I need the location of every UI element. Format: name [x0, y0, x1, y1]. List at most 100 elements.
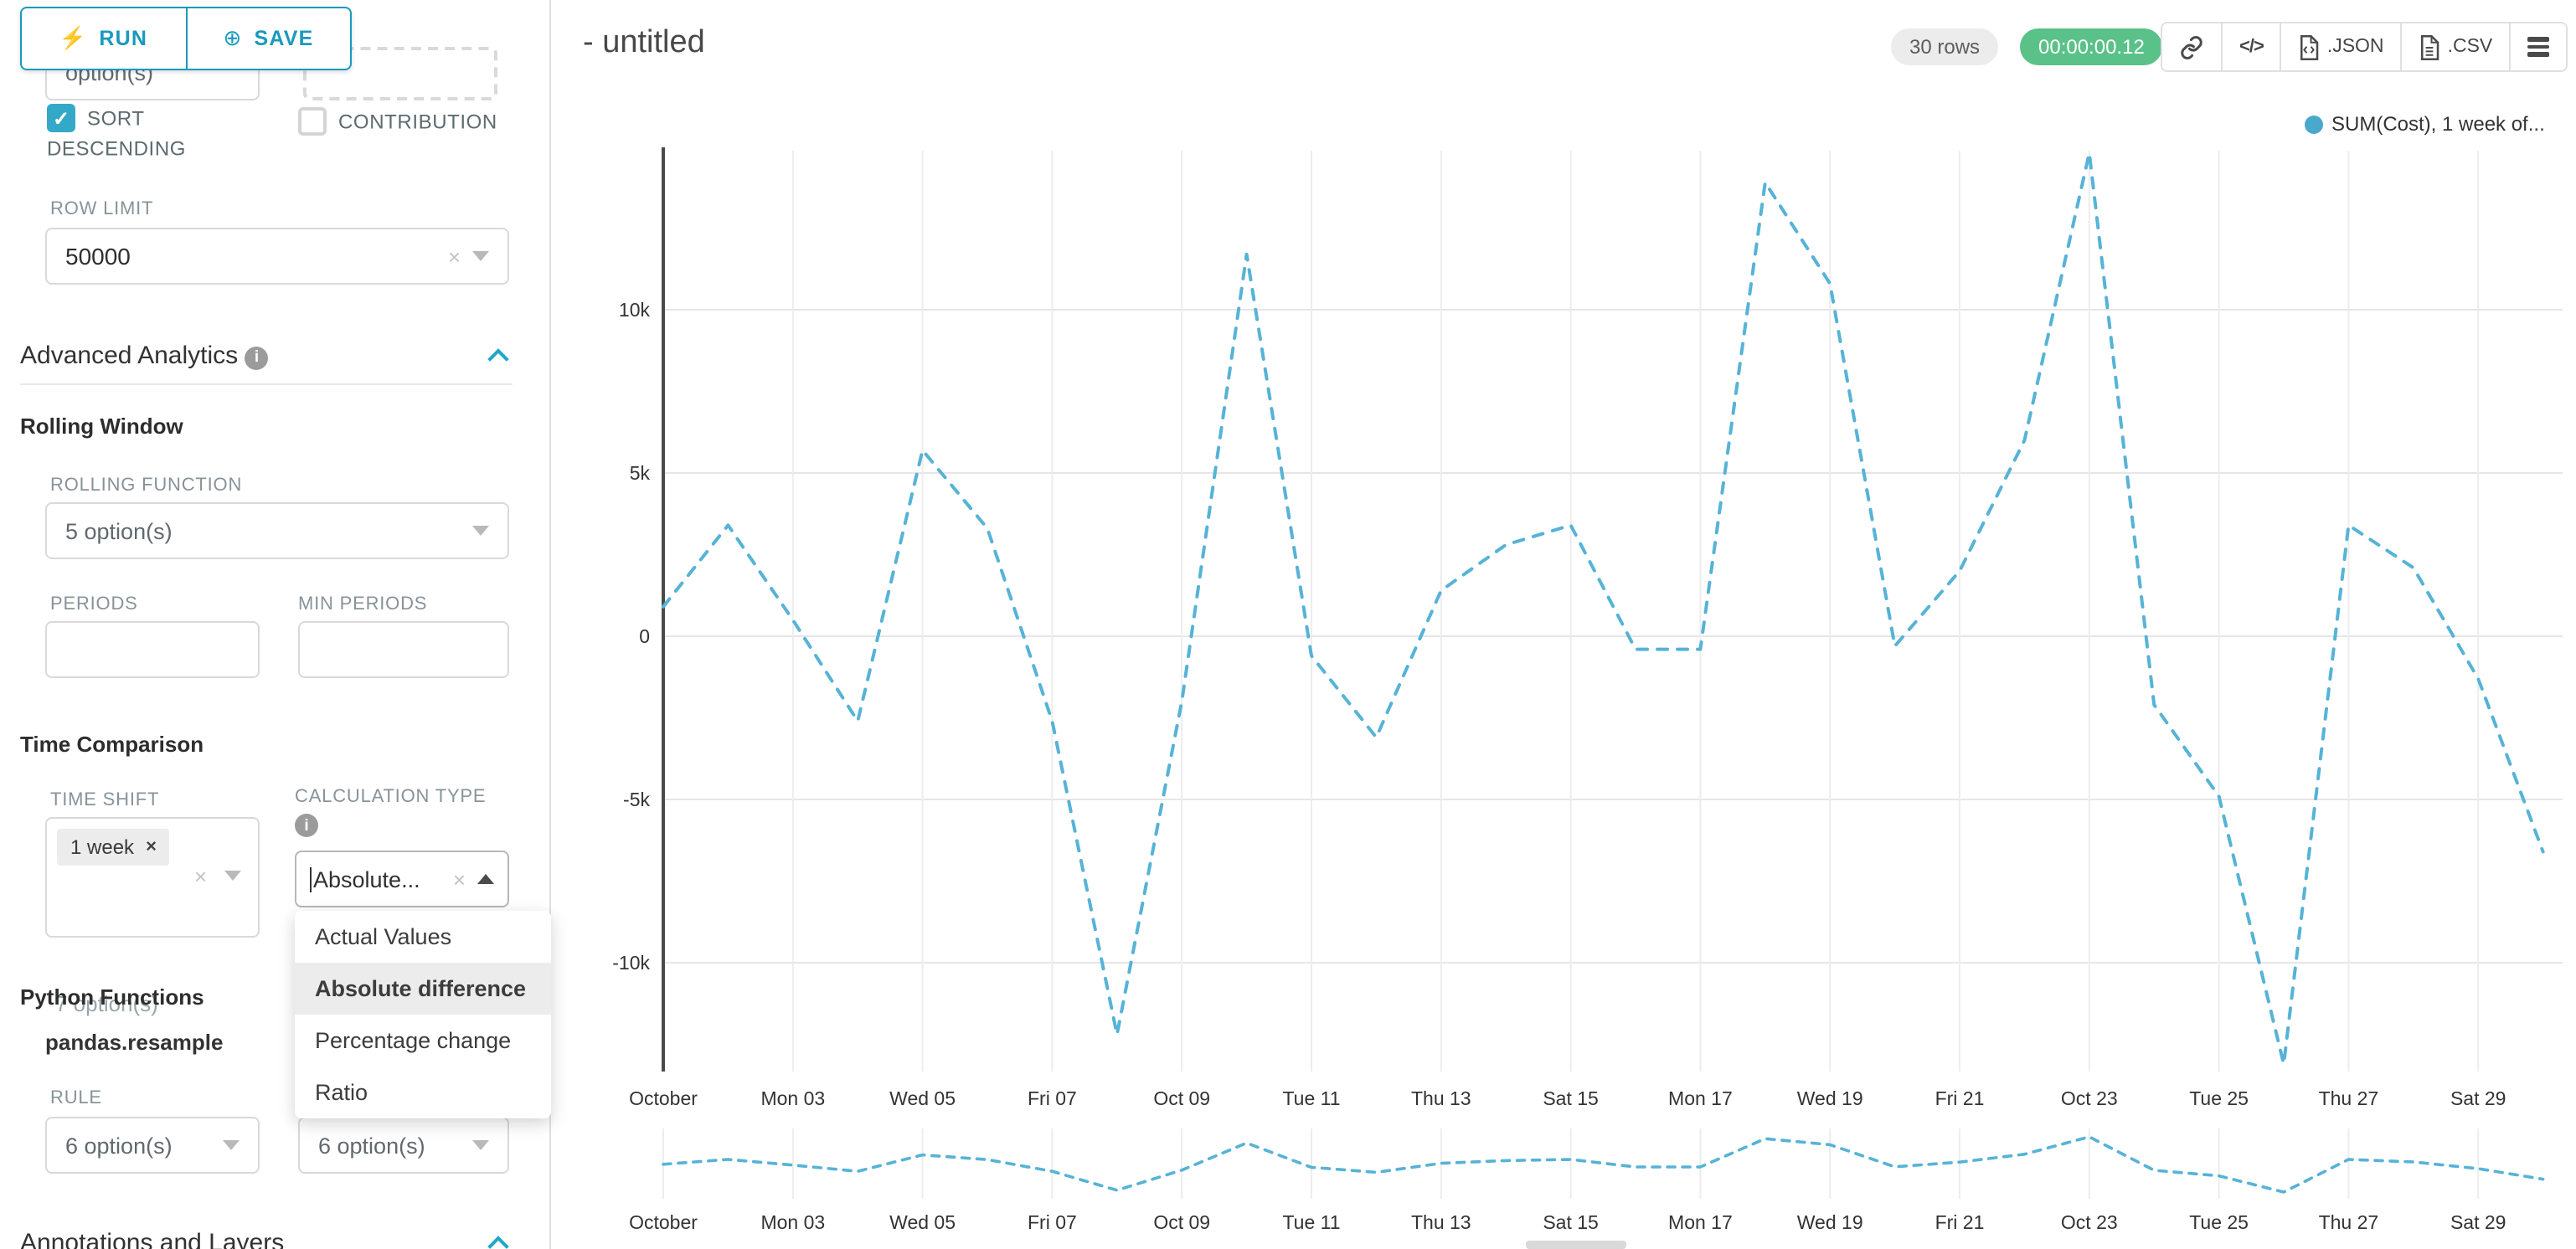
chevron-down-icon[interactable] [472, 251, 489, 261]
row-limit-select[interactable]: 50000 × [45, 228, 509, 285]
fill-method-value: 6 option(s) [318, 1133, 425, 1158]
fill-method-select[interactable]: 6 option(s) [298, 1117, 509, 1174]
x-axis-tick-label: Sat 15 [1543, 1087, 1599, 1109]
export-csv-button[interactable]: .CSV [2400, 23, 2510, 70]
chart-menu-button[interactable] [2509, 23, 2566, 70]
mini-x-axis-tick-label: Wed 19 [1797, 1211, 1863, 1233]
time-shift-select[interactable]: 1 week × × [45, 817, 260, 938]
chevron-down-icon[interactable] [224, 871, 241, 881]
periods-input[interactable] [45, 621, 260, 678]
mini-x-axis-tick-label: Thu 27 [2319, 1211, 2379, 1233]
mini-x-axis-tick-label: Fri 21 [1935, 1211, 1985, 1233]
calculation-type-select[interactable]: Absolute... × [295, 851, 509, 907]
collapse-chevron-icon[interactable] [487, 348, 509, 370]
time-shift-tag[interactable]: 1 week × [57, 829, 170, 866]
clear-icon[interactable]: × [452, 866, 466, 892]
plus-circle-icon: ⊕ [223, 25, 243, 50]
info-icon: i [245, 346, 269, 369]
rolling-window-title: Rolling Window [20, 414, 183, 439]
dropdown-option[interactable]: Absolute difference [295, 963, 551, 1015]
clear-icon[interactable]: × [447, 244, 461, 269]
tag-close-icon[interactable]: × [146, 837, 157, 857]
timeseries-chart[interactable]: 10k 5k 0 -5k -10k October October Mon 03 Mon 03 W… [553, 0, 2576, 1249]
advanced-analytics-title: Advanced Analytics [20, 342, 239, 370]
x-axis-tick-label: Mon 03 [760, 1087, 825, 1109]
rolling-function-select[interactable]: 5 option(s) [45, 502, 509, 559]
y-axis-tick-label: -10k [612, 952, 650, 974]
drop-column-target[interactable] [303, 47, 497, 100]
checkbox-unchecked-icon[interactable] [298, 107, 327, 136]
x-axis-tick-label: Thu 27 [2319, 1087, 2379, 1109]
min-periods-input[interactable] [298, 621, 509, 678]
text-cursor [310, 866, 312, 892]
chevron-up-icon[interactable] [477, 874, 494, 884]
x-axis-tick-label: Wed 05 [889, 1087, 956, 1109]
rolling-function-label: ROLLING FUNCTION [50, 475, 243, 496]
legend-series-label: SUM(Cost), 1 week of... [2331, 112, 2545, 136]
mini-preview-line[interactable] [662, 1135, 2545, 1194]
collapse-chevron-icon[interactable] [487, 1236, 509, 1249]
x-axis-tick-label: Oct 23 [2061, 1087, 2118, 1109]
row-count-badge: 30 rows [1891, 28, 1999, 65]
lightning-icon: ⚡ [59, 25, 88, 50]
y-axis-tick-label: -5k [623, 789, 650, 810]
query-timer-badge: 00:00:00.12 [2020, 28, 2163, 65]
row-limit-label: ROW LIMIT [50, 199, 154, 219]
file-text-icon [2421, 34, 2439, 59]
time-shift-hint: 7 option(s) [55, 991, 158, 1016]
calculation-type-label: CALCULATION TYPE [295, 787, 487, 807]
annotations-title: Annotations and Layers [20, 1229, 285, 1249]
chevron-down-icon[interactable] [223, 1140, 240, 1150]
link-icon [2181, 35, 2202, 59]
x-axis-tick-label: Sat 29 [2450, 1087, 2506, 1109]
share-link-button[interactable] [2162, 23, 2221, 70]
chart-title[interactable]: - untitled [583, 25, 705, 60]
code-icon: </> [2239, 37, 2264, 57]
periods-label: PERIODS [50, 594, 138, 614]
menu-icon [2527, 34, 2550, 60]
dropdown-option[interactable]: Ratio [295, 1067, 551, 1118]
rolling-function-value: 5 option(s) [65, 518, 173, 543]
mini-x-axis-tick-label: Oct 23 [2061, 1211, 2118, 1233]
chevron-down-icon[interactable] [472, 526, 489, 536]
dropdown-option[interactable]: Percentage change [295, 1015, 551, 1067]
x-axis-tick-label: Wed 19 [1797, 1087, 1863, 1109]
sort-descending-control[interactable]: ✓ SORT DESCENDING [47, 104, 228, 164]
sort-descending-label: SORT DESCENDING [47, 106, 187, 161]
contribution-label: CONTRIBUTION [338, 110, 497, 134]
dropdown-option[interactable]: Actual Values [295, 911, 551, 963]
query-actions-bar: ⚡ RUN ⊕ SAVE [20, 7, 352, 70]
y-axis-tick-label: 5k [630, 462, 651, 484]
chart-legend[interactable]: SUM(Cost), 1 week of... [2305, 112, 2545, 136]
chevron-down-icon[interactable] [472, 1140, 489, 1150]
export-csv-label: .CSV [2447, 37, 2493, 57]
legend-dot-icon [2305, 115, 2323, 133]
view-query-button[interactable]: </> [2221, 23, 2280, 70]
rule-select[interactable]: 6 option(s) [45, 1117, 260, 1174]
clear-icon[interactable]: × [194, 864, 208, 889]
mini-x-axis-tick-label: Wed 05 [889, 1211, 956, 1233]
export-toolbar: </> .JSON .CSV [2161, 22, 2568, 72]
info-icon: i [295, 814, 318, 837]
time-comparison-title: Time Comparison [20, 732, 204, 757]
checkbox-checked-icon[interactable]: ✓ [47, 104, 75, 133]
mini-x-axis-tick-label: Sat 29 [2450, 1211, 2506, 1233]
control-panel: option(s) ⚡ RUN ⊕ SAVE ✓ SORT DESCENDING … [0, 0, 551, 1249]
calculation-type-value: Absolute... [313, 866, 420, 892]
contribution-control[interactable]: CONTRIBUTION [298, 107, 549, 137]
mini-x-axis-tick-label: Oct 09 [1153, 1211, 1210, 1233]
export-json-button[interactable]: .JSON [2280, 23, 2401, 70]
mini-x-axis-tick-label: Fri 07 [1028, 1211, 1077, 1233]
x-axis-tick-label: Oct 09 [1153, 1087, 1210, 1109]
export-json-label: .JSON [2326, 37, 2384, 57]
run-button[interactable]: ⚡ RUN [22, 8, 185, 69]
pandas-resample-label: pandas.resample [45, 1030, 224, 1055]
rule-label: RULE [50, 1088, 102, 1108]
horizontal-scrollbar-thumb[interactable] [1526, 1241, 1626, 1249]
series-line[interactable] [662, 151, 2545, 1066]
advanced-analytics-header[interactable]: Advanced Analytics i [20, 342, 269, 370]
save-button[interactable]: ⊕ SAVE [185, 8, 350, 69]
time-shift-tag-label: 1 week [70, 835, 135, 859]
run-button-label: RUN [99, 27, 148, 50]
